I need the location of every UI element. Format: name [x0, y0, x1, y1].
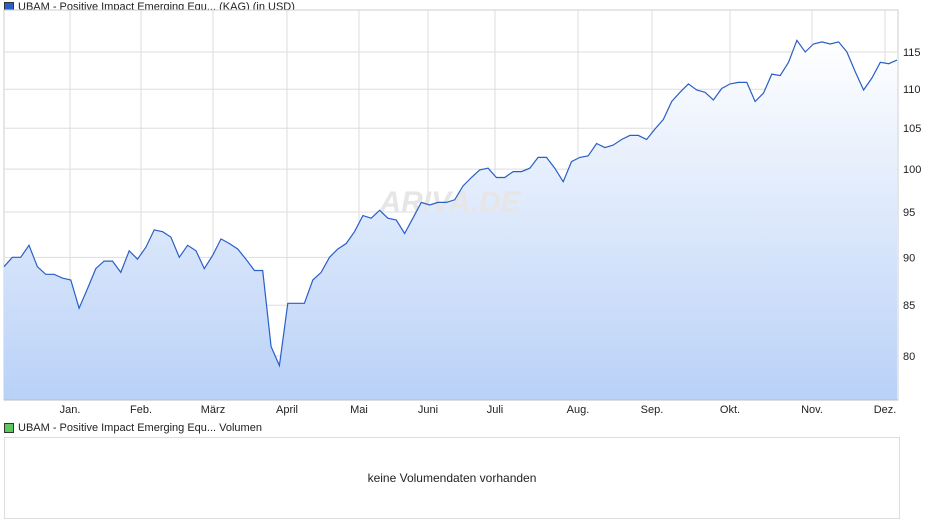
x-tick-label: Juli — [487, 404, 504, 416]
x-tick-label: Jan. — [60, 404, 81, 416]
volume-panel: keine Volumendaten vorhanden — [4, 437, 900, 519]
volume-legend: UBAM - Positive Impact Emerging Equ... V… — [4, 422, 262, 434]
y-tick-label: 110 — [903, 84, 921, 96]
y-tick-label: 85 — [903, 300, 915, 312]
x-tick-label: April — [276, 404, 298, 416]
y-tick-label: 95 — [903, 207, 915, 219]
x-tick-label: Sep. — [641, 404, 664, 416]
x-tick-label: Juni — [418, 404, 438, 416]
x-tick-label: Aug. — [567, 404, 590, 416]
x-tick-label: Mai — [350, 404, 368, 416]
x-tick-label: Dez. — [874, 404, 897, 416]
y-tick-label: 100 — [903, 164, 921, 176]
x-tick-label: Okt. — [720, 404, 740, 416]
x-tick-label: März — [201, 404, 225, 416]
x-tick-label: Nov. — [801, 404, 823, 416]
volume-legend-swatch — [4, 423, 14, 433]
volume-legend-label: UBAM - Positive Impact Emerging Equ... V… — [18, 422, 262, 434]
y-tick-label: 90 — [903, 252, 915, 264]
price-chart: ARIVA.DE 80 85 90 95 100 105 110 115 Jan. Feb. Mär… — [3, 9, 921, 416]
y-tick-label: 105 — [903, 123, 921, 135]
y-tick-label: 80 — [903, 351, 915, 363]
watermark-logo: ARIVA.DE — [378, 186, 521, 219]
y-tick-label: 115 — [903, 47, 921, 59]
x-tick-label: Feb. — [130, 404, 152, 416]
price-line — [3, 39, 898, 368]
price-area — [4, 40, 897, 401]
no-volume-message: keine Volumendaten vorhanden — [367, 471, 537, 485]
